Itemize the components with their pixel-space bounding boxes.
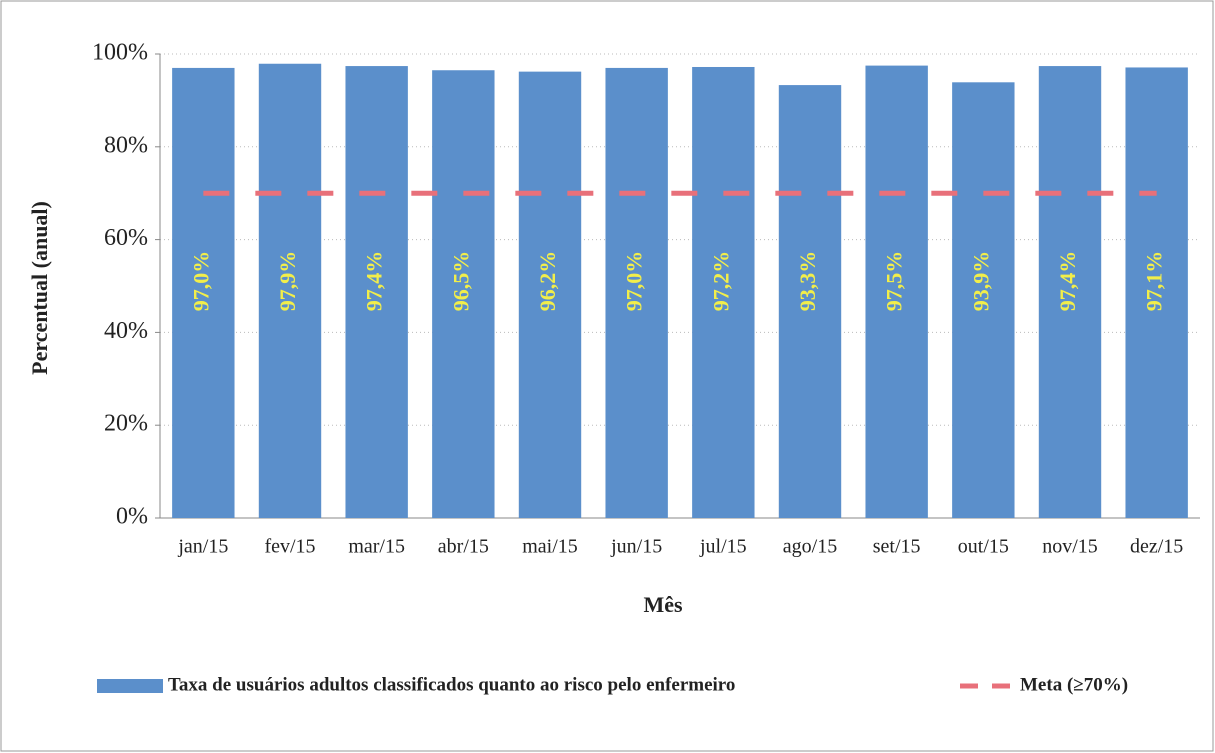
data-label: 97,4%	[1055, 251, 1080, 312]
x-tick-label: set/15	[873, 536, 921, 558]
x-tick-label: ago/15	[783, 536, 837, 558]
data-label: 97,4%	[362, 251, 387, 312]
data-label: 97,0%	[622, 251, 647, 312]
y-tick-label: 60%	[104, 225, 148, 251]
bar	[865, 65, 928, 518]
x-tick-label: mar/15	[348, 536, 405, 558]
x-tick-label: abr/15	[438, 536, 489, 558]
bar	[605, 67, 668, 519]
x-tick-label: jun/15	[610, 536, 662, 558]
legend-swatch	[97, 679, 163, 693]
data-label: 97,1%	[1142, 251, 1167, 312]
x-tick-label: jan/15	[177, 536, 228, 558]
data-label: 96,2%	[535, 251, 560, 312]
data-label: 93,3%	[795, 251, 820, 312]
x-tick-label: mai/15	[522, 536, 578, 558]
y-tick-label: 20%	[104, 411, 148, 437]
bar	[778, 85, 842, 518]
legend-label: Meta (≥70%)	[1020, 674, 1128, 695]
data-label: 97,2%	[708, 251, 733, 312]
bar	[432, 70, 495, 519]
x-axis-title: Mês	[643, 592, 683, 617]
data-label: 93,9%	[968, 251, 993, 312]
y-tick-label: 0%	[116, 504, 148, 530]
legend-label: Taxa de usuários adultos classificados q…	[168, 674, 735, 695]
y-tick-label: 80%	[104, 132, 148, 158]
data-label: 96,5%	[448, 251, 473, 312]
x-tick-label: dez/15	[1130, 536, 1183, 558]
data-label: 97,9%	[275, 251, 300, 312]
x-tick-label: out/15	[958, 536, 1009, 558]
x-tick-label: jul/15	[699, 536, 747, 558]
bar	[1038, 66, 1102, 519]
bar	[258, 63, 322, 519]
bar	[692, 66, 755, 518]
x-tick-label: fev/15	[264, 536, 315, 558]
bar	[952, 82, 1015, 518]
bar	[172, 67, 235, 519]
x-tick-label: nov/15	[1042, 536, 1098, 558]
bar	[1125, 67, 1188, 519]
bar	[345, 66, 408, 519]
data-label: 97,5%	[882, 251, 907, 312]
y-axis-title: Percentual (anual)	[27, 201, 52, 375]
y-tick-label: 100%	[92, 40, 148, 66]
y-tick-label: 40%	[104, 318, 148, 344]
bar	[518, 71, 582, 519]
data-label: 97,0%	[188, 251, 213, 312]
